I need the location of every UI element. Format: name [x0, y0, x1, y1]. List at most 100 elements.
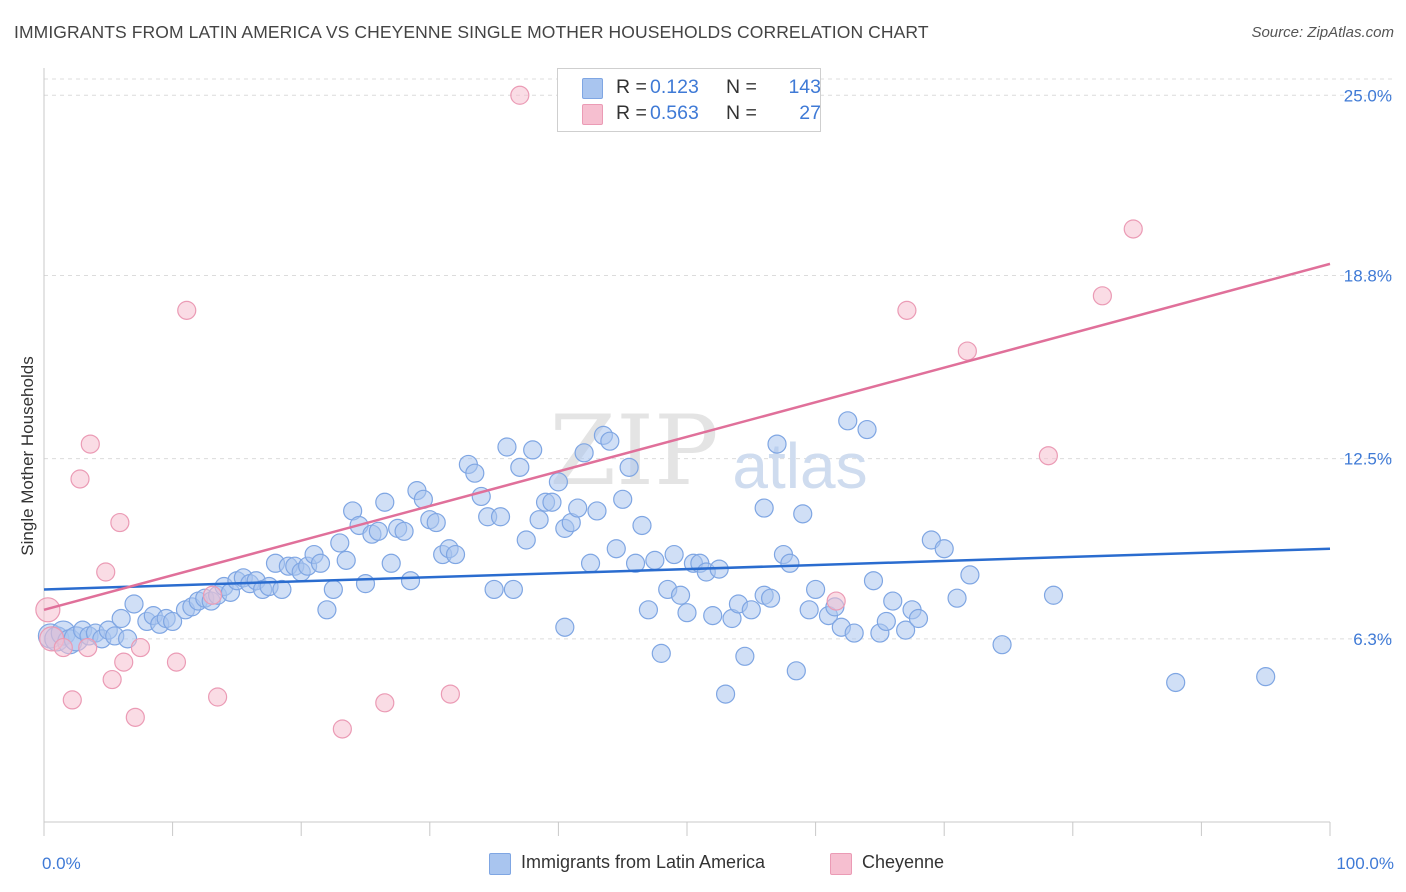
latin-america-point [542, 492, 562, 512]
latin-america-point [896, 620, 916, 640]
latin-america-point [574, 443, 594, 463]
r-label: R = [616, 76, 647, 98]
latin-america-point [1256, 667, 1276, 687]
trend-lines [43, 262, 1331, 611]
cheyenne-point [125, 707, 145, 727]
latin-america-point [323, 579, 343, 600]
latin-america-point [625, 553, 646, 573]
n-value: 27 [799, 102, 821, 124]
cheyenne-point [957, 341, 977, 361]
cheyenne-trend-line [43, 262, 1331, 611]
latin-america-point [606, 539, 626, 559]
latin-america-point [844, 623, 864, 643]
latin-america-point [645, 550, 665, 570]
cheyenne-point [114, 652, 134, 672]
cheyenne-point [78, 637, 98, 658]
x-tick-label-max: 100.0% [1336, 854, 1394, 873]
y-tick-label: 6.3% [1353, 630, 1392, 649]
cheyenne-point [70, 469, 90, 489]
latin-america-point [465, 463, 485, 483]
cheyenne-point [202, 585, 223, 605]
cheyenne-point [332, 719, 352, 739]
latin-america-point [786, 661, 806, 681]
latin-america-point [670, 585, 691, 605]
r-value: 0.123 [650, 76, 699, 98]
cheyenne-point [1038, 446, 1058, 466]
latin-america-point [613, 489, 633, 509]
blue-swatch [582, 78, 603, 99]
latin-america-point [805, 579, 826, 600]
latin-america-trend-line [43, 547, 1331, 591]
latin-america-point [651, 643, 671, 663]
latin-america-point [1166, 672, 1186, 693]
axes [43, 68, 1331, 836]
latin-america-point [754, 498, 774, 518]
latin-america-point [793, 504, 813, 524]
pink-swatch [830, 853, 852, 875]
y-tick-label: 18.8% [1344, 266, 1392, 285]
latin-america-point [838, 411, 858, 431]
latin-america-point [330, 533, 350, 553]
latin-america-point [445, 544, 466, 565]
latin-america-point [960, 565, 980, 585]
legend-label: Cheyenne [862, 852, 945, 872]
latin-america-point [863, 571, 884, 591]
r-label: R = [616, 102, 647, 124]
latin-america-point [780, 553, 800, 573]
blue-swatch [489, 853, 511, 875]
latin-america-point [510, 457, 530, 477]
latin-america-point [741, 600, 761, 620]
n-label: N = [726, 102, 757, 124]
latin-america-point [703, 606, 723, 626]
latin-america-point [375, 492, 395, 512]
latin-america-point [368, 521, 388, 541]
cheyenne-point [1092, 286, 1112, 306]
latin-america-point [394, 521, 414, 541]
latin-america-point [600, 431, 620, 451]
y-tick-label: 12.5% [1344, 450, 1392, 469]
latin-america-point [310, 553, 331, 573]
latin-america-point [883, 591, 903, 611]
cheyenne-point [110, 512, 130, 533]
chart-title: IMMIGRANTS FROM LATIN AMERICA VS CHEYENN… [14, 22, 929, 42]
latin-america-point [799, 600, 819, 620]
tick-labels: 6.3% 12.5% 18.8% 25.0% 0.0% 100.0% [42, 86, 1394, 873]
cheyenne-point [96, 562, 116, 582]
cheyenne-point [440, 684, 460, 704]
n-label: N = [726, 76, 757, 98]
latin-america-point [163, 611, 183, 632]
latin-america-point [664, 544, 684, 565]
cheyenne-point [102, 669, 122, 690]
cheyenne-point [1123, 219, 1143, 239]
y-tick-label: 25.0% [1344, 86, 1392, 105]
latin-america-point [857, 419, 877, 440]
cheyenne-point [62, 690, 82, 710]
cheyenne-point [130, 637, 151, 658]
series-latin-america-points [37, 411, 1276, 704]
pink-swatch [582, 104, 603, 125]
latin-america-point [336, 550, 356, 570]
r-value: 0.563 [650, 102, 699, 124]
latin-america-point [124, 594, 144, 614]
latin-america-point [523, 440, 543, 460]
latin-america-point [555, 617, 575, 637]
latin-america-point [735, 646, 755, 666]
latin-america-point [529, 510, 549, 530]
watermark-atlas: atlas [732, 430, 867, 502]
latin-america-point [992, 635, 1012, 655]
cheyenne-point [177, 300, 197, 320]
cheyenne-point [80, 434, 100, 454]
latin-america-point [876, 611, 896, 632]
cheyenne-point [510, 85, 530, 105]
cheyenne-point [53, 637, 73, 658]
latin-america-point [1043, 585, 1064, 605]
latin-america-point [587, 501, 607, 521]
latin-america-point [767, 434, 787, 454]
latin-america-point [947, 588, 967, 608]
latin-america-point [580, 553, 601, 573]
latin-america-point [934, 539, 954, 559]
latin-america-point [381, 553, 401, 573]
source-label: Source: ZipAtlas.com [1251, 24, 1394, 41]
n-value: 143 [788, 76, 821, 98]
